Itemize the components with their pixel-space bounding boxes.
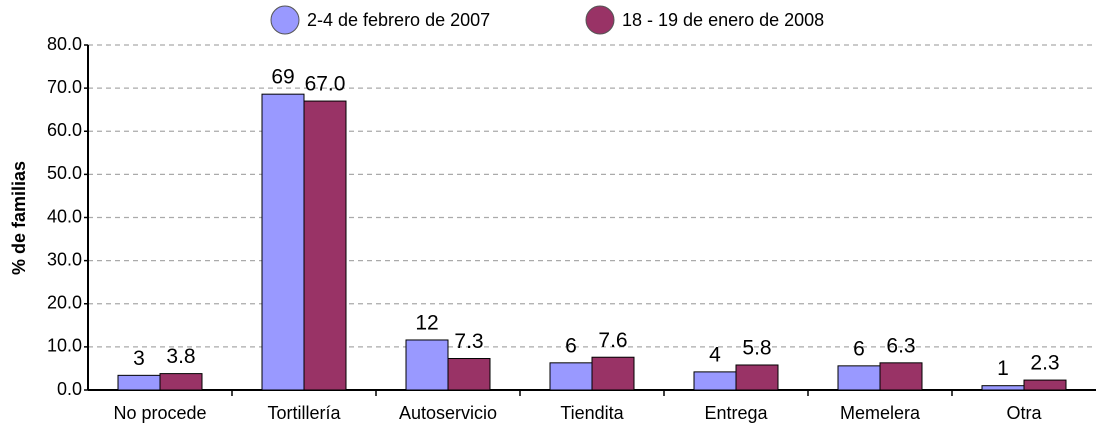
- bar: [837, 365, 881, 391]
- y-tick-label: 80.0: [47, 34, 82, 54]
- y-tick-label: 0.0: [57, 379, 82, 399]
- value-label: 3: [133, 347, 145, 370]
- value-label: 67.0: [305, 73, 346, 96]
- value-label: 1: [997, 357, 1009, 380]
- x-tick-label: Otra: [1006, 403, 1042, 423]
- x-tick-label: Memelera: [840, 403, 921, 423]
- x-tick-label: Autoservicio: [399, 403, 497, 423]
- value-label: 12: [415, 312, 438, 335]
- bar: [303, 100, 347, 391]
- legend-swatch: [270, 5, 300, 35]
- y-tick-label: 10.0: [47, 336, 82, 356]
- value-label: 6: [565, 334, 577, 357]
- value-label: 2.3: [1030, 352, 1059, 375]
- bar: [549, 362, 593, 391]
- value-label: 5.8: [742, 337, 771, 360]
- bar: [1023, 379, 1067, 391]
- y-tick-label: 60.0: [47, 120, 82, 140]
- y-tick-label: 20.0: [47, 293, 82, 313]
- bar: [591, 356, 635, 391]
- y-tick-label: 30.0: [47, 249, 82, 269]
- value-label: 7.6: [598, 329, 627, 352]
- x-tick-label: Tortillería: [267, 403, 341, 423]
- value-label: 7.3: [454, 330, 483, 353]
- x-tick-label: No procede: [113, 403, 206, 423]
- legend-label: 2-4 de febrero de 2007: [307, 10, 490, 30]
- legend-label: 18 - 19 de enero de 2008: [622, 10, 824, 30]
- x-tick-label: Tiendita: [560, 403, 624, 423]
- bar: [261, 93, 305, 391]
- value-label: 6: [853, 337, 865, 360]
- x-tick-label: Entrega: [704, 403, 768, 423]
- bar: [117, 374, 161, 391]
- legend-swatch: [585, 5, 615, 35]
- value-label: 4: [709, 343, 721, 366]
- y-tick-label: 70.0: [47, 77, 82, 97]
- bar: [447, 358, 491, 391]
- bar: [159, 373, 203, 391]
- bar: [735, 364, 779, 391]
- bar: [693, 371, 737, 391]
- y-tick-label: 50.0: [47, 163, 82, 183]
- bar: [879, 362, 923, 391]
- value-label: 69: [271, 66, 294, 89]
- value-label: 6.3: [886, 334, 915, 357]
- bar: [405, 339, 449, 391]
- bar: [981, 385, 1025, 391]
- value-label: 3.8: [166, 345, 195, 368]
- y-tick-label: 40.0: [47, 206, 82, 226]
- y-axis-label: % de familias: [9, 161, 29, 275]
